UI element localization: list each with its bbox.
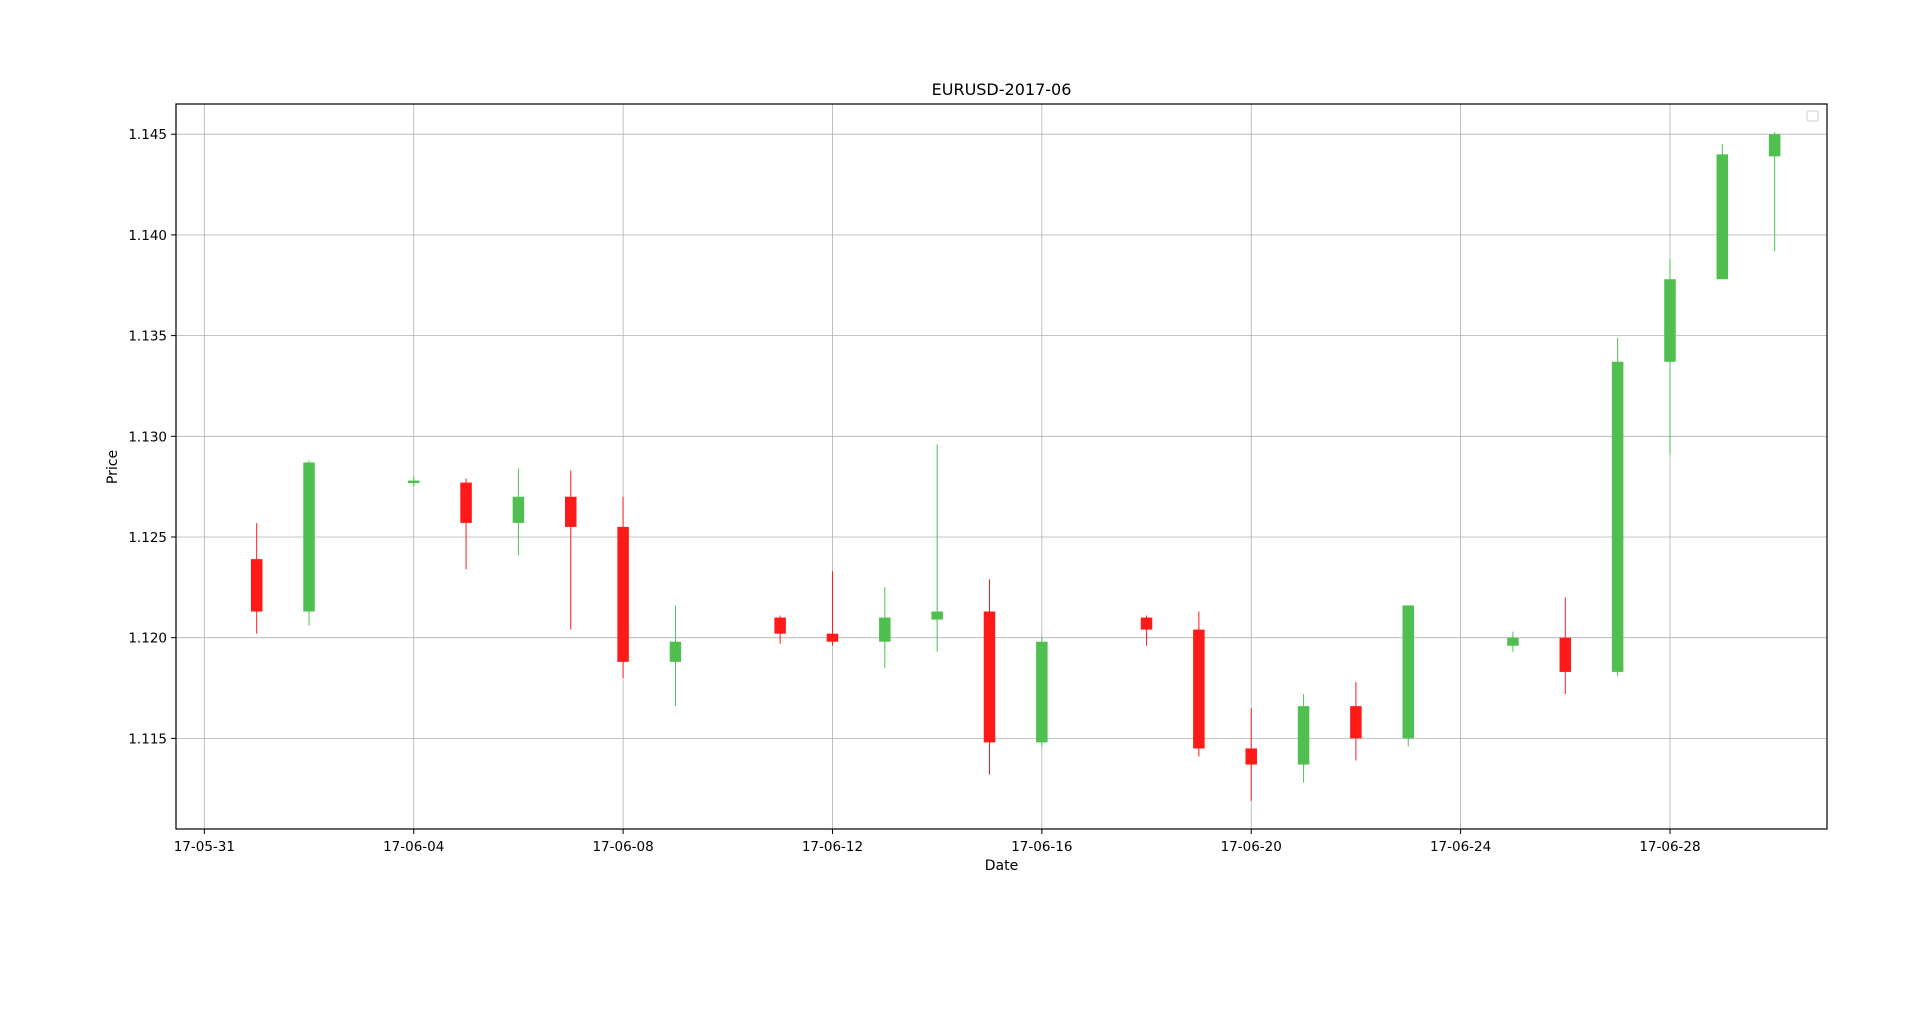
x-tick-label: 17-06-16 [1011, 839, 1072, 855]
candle-body-down [1245, 748, 1257, 765]
candle-body-up [512, 496, 525, 523]
candle-body-down [250, 559, 263, 612]
candle-body-up [879, 617, 891, 642]
y-tick-label: 1.130 [128, 429, 167, 445]
candle-body-up [1611, 361, 1624, 672]
candle-body-down [617, 526, 629, 662]
candle-body-up [1036, 641, 1048, 743]
candle-body-up [931, 611, 943, 620]
y-tick-label: 1.120 [128, 631, 167, 647]
x-tick-label: 17-06-28 [1639, 839, 1700, 855]
candles [250, 132, 1781, 801]
y-tick-label: 1.125 [128, 530, 167, 546]
candle-body-up [1402, 605, 1415, 739]
y-tick-label: 1.140 [128, 228, 167, 244]
candle-body-down [1559, 637, 1572, 672]
candle-body-down [564, 496, 577, 527]
candle-body-down [1350, 706, 1362, 739]
candle-body-up [1664, 279, 1676, 362]
legend-box [1806, 110, 1819, 122]
x-tick-label: 17-06-12 [802, 839, 863, 855]
candle-body-up [1297, 706, 1310, 765]
candle-body-down [1140, 617, 1153, 630]
candle-body-down [983, 611, 996, 743]
candle-body-down [460, 482, 472, 523]
y-tick-label: 1.115 [128, 731, 167, 747]
candle-body-up [1507, 637, 1519, 646]
x-tick-label: 17-06-04 [383, 839, 444, 855]
gridlines [176, 104, 1827, 829]
y-tick-label: 1.145 [128, 127, 167, 143]
candle-body-up [1716, 154, 1729, 280]
candle-body-up [1768, 134, 1781, 157]
chart-title: EURUSD-2017-06 [932, 80, 1072, 99]
y-axis-label: Price [105, 450, 121, 484]
x-tick-label: 17-06-20 [1221, 839, 1282, 855]
x-axis-label: Date [985, 858, 1018, 874]
x-tick-label: 17-05-31 [174, 839, 235, 855]
candle-body-up [303, 462, 315, 612]
x-tick-label: 17-06-08 [592, 839, 653, 855]
y-tick-label: 1.135 [128, 329, 167, 345]
x-tick-label: 17-06-24 [1430, 839, 1491, 855]
candle-body-down [1193, 629, 1205, 749]
candle-body-up [407, 480, 420, 484]
plot-area-frame [175, 103, 1828, 830]
candle-body-down [774, 617, 786, 634]
candle-body-up [669, 641, 682, 662]
candle-body-down [826, 633, 839, 642]
axis-ticks: 17-05-31 17-06-04 17-06-08 17-06-12 17-06-16… [128, 127, 1700, 855]
